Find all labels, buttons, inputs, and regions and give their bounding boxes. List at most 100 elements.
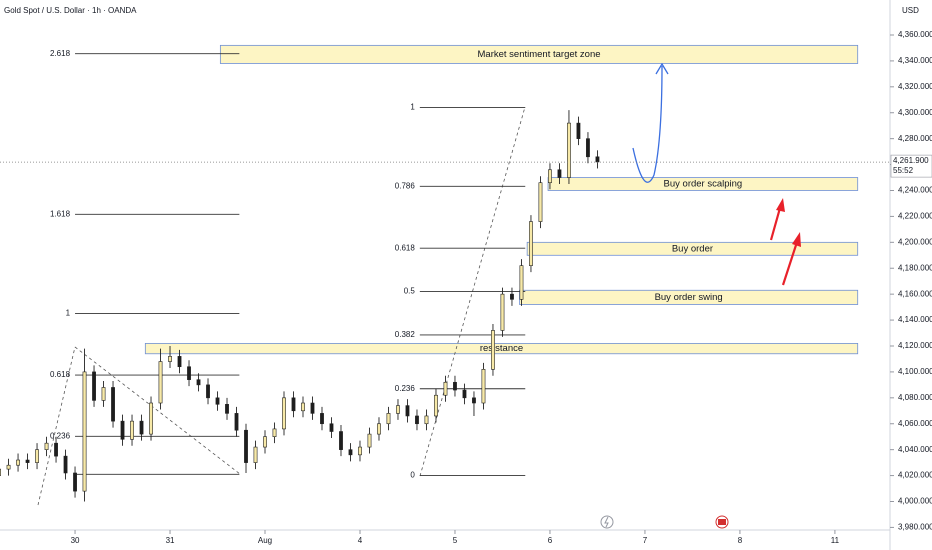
candles-layer xyxy=(0,110,600,502)
event-icon xyxy=(600,515,614,529)
candle-body xyxy=(557,169,562,178)
fib-label: 0 xyxy=(410,471,415,480)
candle-body xyxy=(538,182,543,222)
candle-body xyxy=(462,389,467,399)
currency-label: USD xyxy=(902,6,919,15)
x-tick-label: 7 xyxy=(643,536,648,545)
red-arrow xyxy=(781,241,799,286)
candle-body xyxy=(339,431,343,450)
fib-label: 0.786 xyxy=(395,181,416,190)
candle-body xyxy=(453,381,457,391)
y-tick-label: 4,080.000 xyxy=(898,393,932,402)
candle-body xyxy=(595,156,600,163)
candle-body xyxy=(405,405,410,417)
candle-body xyxy=(187,366,191,380)
candle-body xyxy=(177,356,182,368)
y-tick-label: 4,280.000 xyxy=(898,134,932,143)
candle-body xyxy=(272,428,277,437)
fib-label: 0.618 xyxy=(395,243,416,252)
y-tick-label: 4,200.000 xyxy=(898,237,932,246)
candle-body xyxy=(529,221,533,266)
candle-body xyxy=(491,330,495,370)
blue-arrowhead xyxy=(655,62,669,75)
y-tick-label: 4,060.000 xyxy=(898,419,932,428)
candle-body xyxy=(111,387,115,422)
trend-line xyxy=(419,106,526,477)
candle-body xyxy=(481,369,486,404)
candle-body xyxy=(396,405,400,414)
candle-body xyxy=(386,413,391,425)
candle-body xyxy=(415,415,419,425)
candle-body xyxy=(291,397,296,412)
zone xyxy=(526,241,859,256)
y-tick-label: 4,300.000 xyxy=(898,108,932,117)
candle-body xyxy=(472,397,476,404)
y-tick-label: 4,120.000 xyxy=(898,341,932,350)
y-tick-label: 4,320.000 xyxy=(898,82,932,91)
candle-body xyxy=(576,122,581,139)
y-tick-label: 4,240.000 xyxy=(898,186,932,195)
x-tick-label: 31 xyxy=(166,536,175,545)
candle-body xyxy=(234,413,239,431)
event-icon-bolt xyxy=(604,516,609,528)
candle-body xyxy=(510,293,514,300)
y-tick-label: 4,220.000 xyxy=(898,212,932,221)
candle-body xyxy=(196,379,201,386)
fib-label: 0.618 xyxy=(50,370,71,379)
candle-body xyxy=(443,381,448,396)
x-tick-label: 30 xyxy=(71,536,80,545)
candle-body xyxy=(25,459,30,463)
x-tick-label: Aug xyxy=(258,536,272,545)
candle-body xyxy=(6,464,11,470)
candle-body xyxy=(253,446,258,463)
zone xyxy=(547,177,859,191)
candle-body xyxy=(101,387,106,401)
fib-label: 0.236 xyxy=(395,384,416,393)
candle-body xyxy=(424,415,429,425)
candle-body xyxy=(225,404,229,414)
red-arrowhead xyxy=(792,232,801,247)
candle-body xyxy=(16,459,20,466)
candle-body xyxy=(130,420,134,440)
axis-layer: 3,980.000 4,000.000 4,020.000 4,040.000 4,06… xyxy=(0,30,932,545)
x-tick-label: 11 xyxy=(831,536,840,545)
y-tick-label: 4,100.000 xyxy=(898,367,932,376)
candle-body xyxy=(92,371,96,401)
y-tick-label: 3,980.000 xyxy=(898,523,932,532)
fib-label: 0.5 xyxy=(404,287,416,296)
zone-label: Buy order swing xyxy=(655,292,723,303)
fib-label: 0.382 xyxy=(395,330,416,339)
candle-body xyxy=(206,384,210,399)
red-arrow xyxy=(769,207,782,241)
candle-body xyxy=(519,265,524,300)
candle-body xyxy=(35,449,39,463)
candle-body xyxy=(548,169,552,184)
countdown-label: 55:52 xyxy=(893,166,914,175)
fib-label: 1.618 xyxy=(50,209,71,218)
candle-body xyxy=(215,397,220,405)
candle-body xyxy=(73,472,77,492)
candle-body xyxy=(567,122,571,178)
candle-body xyxy=(358,446,362,456)
candle-body xyxy=(168,356,172,362)
last-price-box xyxy=(890,154,932,178)
candle-body xyxy=(149,402,153,435)
red-arrowhead xyxy=(776,198,785,212)
candle-body xyxy=(0,468,1,476)
fib-label: 2.618 xyxy=(50,49,71,58)
arrows xyxy=(632,62,801,286)
zone-label: Buy order scalping xyxy=(664,179,743,190)
fib-label: 1 xyxy=(66,309,71,318)
y-tick-label: 4,020.000 xyxy=(898,471,932,480)
zone xyxy=(219,44,859,64)
candle-body xyxy=(263,436,267,448)
zone-label: resistance xyxy=(480,343,523,354)
candle-body xyxy=(367,433,372,448)
candle-body xyxy=(44,442,49,450)
y-tick-label: 4,140.000 xyxy=(898,315,932,324)
candle-body xyxy=(282,397,286,430)
candle-body xyxy=(586,138,590,158)
candle-body xyxy=(244,429,248,463)
zone xyxy=(144,342,859,355)
